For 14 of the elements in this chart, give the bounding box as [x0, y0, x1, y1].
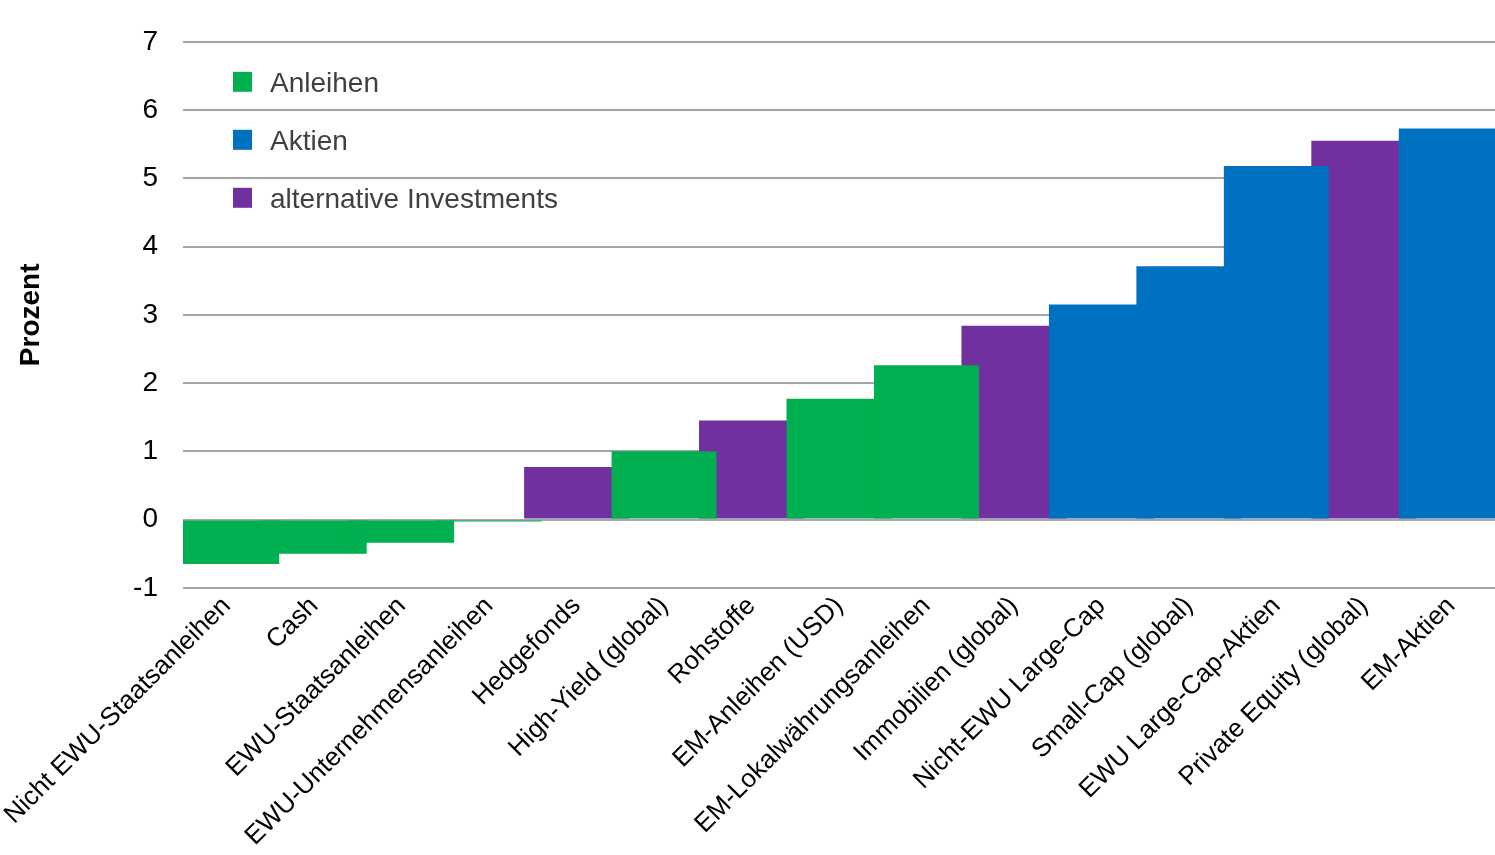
y-tick-label: 4 [142, 229, 158, 261]
y-tick-label: 1 [142, 434, 158, 466]
y-tick-label: 6 [142, 92, 158, 124]
y-tick-label: -1 [133, 570, 158, 602]
y-tick-label: 5 [142, 161, 158, 193]
legend-label: Aktien [270, 124, 348, 156]
bar [611, 451, 717, 519]
y-tick-label: 2 [142, 365, 158, 397]
y-tick-label: 7 [142, 24, 158, 56]
y-axis-title: Prozent [14, 263, 46, 367]
y-tick-label: 0 [142, 502, 158, 534]
legend-label: Anleihen [270, 66, 379, 98]
legend-label: alternative Investments [270, 182, 558, 214]
y-tick-label: 3 [142, 297, 158, 329]
